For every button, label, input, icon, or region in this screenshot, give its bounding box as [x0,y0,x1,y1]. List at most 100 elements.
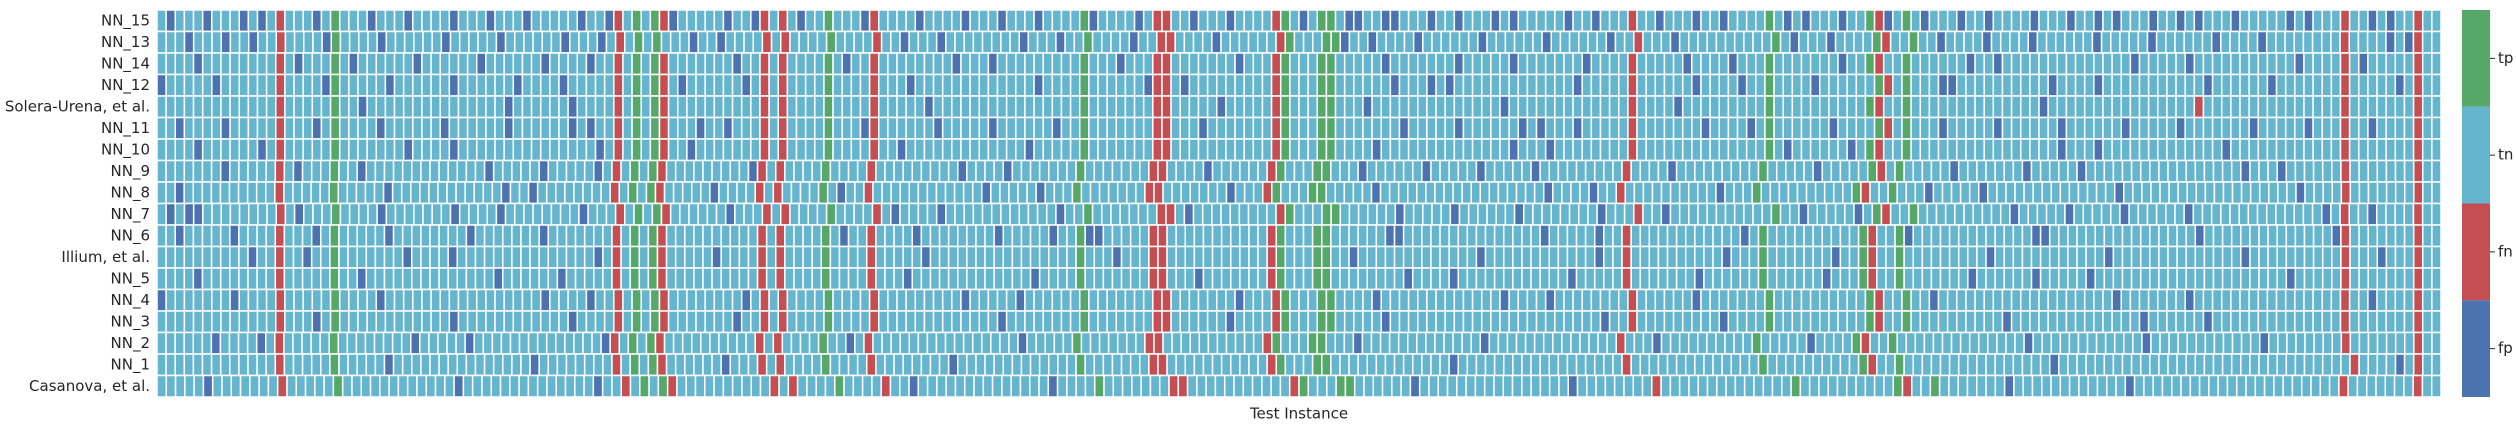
cell [1371,73,1382,97]
cell [1972,202,1984,226]
cell [494,73,505,97]
cell [1745,52,1757,76]
cell [1568,202,1580,226]
cell [549,9,560,33]
cell [686,95,697,119]
cell [1256,202,1268,226]
cell [987,288,999,312]
cell [1452,181,1463,205]
cell [2093,116,2104,140]
cell [1697,331,1708,355]
cell [1183,202,1195,226]
cell [1325,181,1337,205]
cell [850,95,862,119]
cell [795,116,807,140]
cell [1367,202,1378,226]
cell [1166,245,1177,269]
cell [674,159,686,183]
cell [665,353,677,377]
cell [1718,52,1730,76]
cell [1694,353,1705,377]
cell [786,9,798,33]
cell [2012,159,2024,183]
cell [374,224,386,248]
cell [2167,159,2178,183]
cell [658,310,670,334]
cell [850,73,862,97]
cell [2189,374,2201,398]
cell [1275,30,1286,54]
cell [366,138,378,162]
cell [1846,138,1858,162]
cell [1926,202,1938,226]
cell [2267,224,2278,248]
cell [1243,52,1255,76]
cell [2431,181,2442,205]
cell [1400,374,1412,398]
cell [2198,374,2210,398]
cell [2203,267,2215,291]
cell [2240,224,2251,248]
cell [1005,73,1017,97]
cell [1480,138,1492,162]
cell [611,224,622,248]
cell [1745,310,1757,334]
cell [593,353,604,377]
cell [1819,73,1830,97]
cell [1636,116,1647,140]
cell [320,159,331,183]
cell [935,181,947,205]
cell [1972,30,1984,54]
cell [2195,331,2207,355]
cell [384,52,396,76]
cell [2330,52,2342,76]
cell [1669,331,1681,355]
cell [2194,353,2206,377]
cell [1681,52,1693,76]
cell [2431,116,2442,140]
cell [866,245,877,269]
cell [1467,30,1479,54]
cell [2284,30,2295,54]
cell [2358,73,2369,97]
cell [2083,310,2095,334]
cell [1453,73,1465,97]
cell [1709,52,1721,76]
cell [1316,52,1328,76]
cell [711,267,722,291]
cell [1882,95,1894,119]
cell [1171,331,1182,355]
cell [736,331,747,355]
cell [2358,245,2369,269]
cell [1581,73,1593,97]
cell [594,95,606,119]
cell [2249,267,2260,291]
cell [1055,202,1066,226]
cell [1298,9,1309,33]
cell [1992,73,2004,97]
cell [156,73,167,97]
cell [338,9,350,33]
cell [1042,73,1054,97]
cell [310,245,322,269]
cell [1005,138,1017,162]
cell [1084,245,1096,269]
cell [174,52,186,76]
cell [2147,310,2159,334]
cell [741,374,752,398]
cell [1475,245,1487,269]
cell [1499,310,1510,334]
cell [2303,73,2314,97]
cell [211,310,222,334]
cell [2367,245,2379,269]
cell [366,116,378,140]
cell [1462,52,1474,76]
cell [591,181,602,205]
cell [1289,9,1300,33]
cell [1603,267,1614,291]
cell [1371,95,1382,119]
cell [784,353,795,377]
cell [866,159,877,183]
cell [1581,288,1593,312]
